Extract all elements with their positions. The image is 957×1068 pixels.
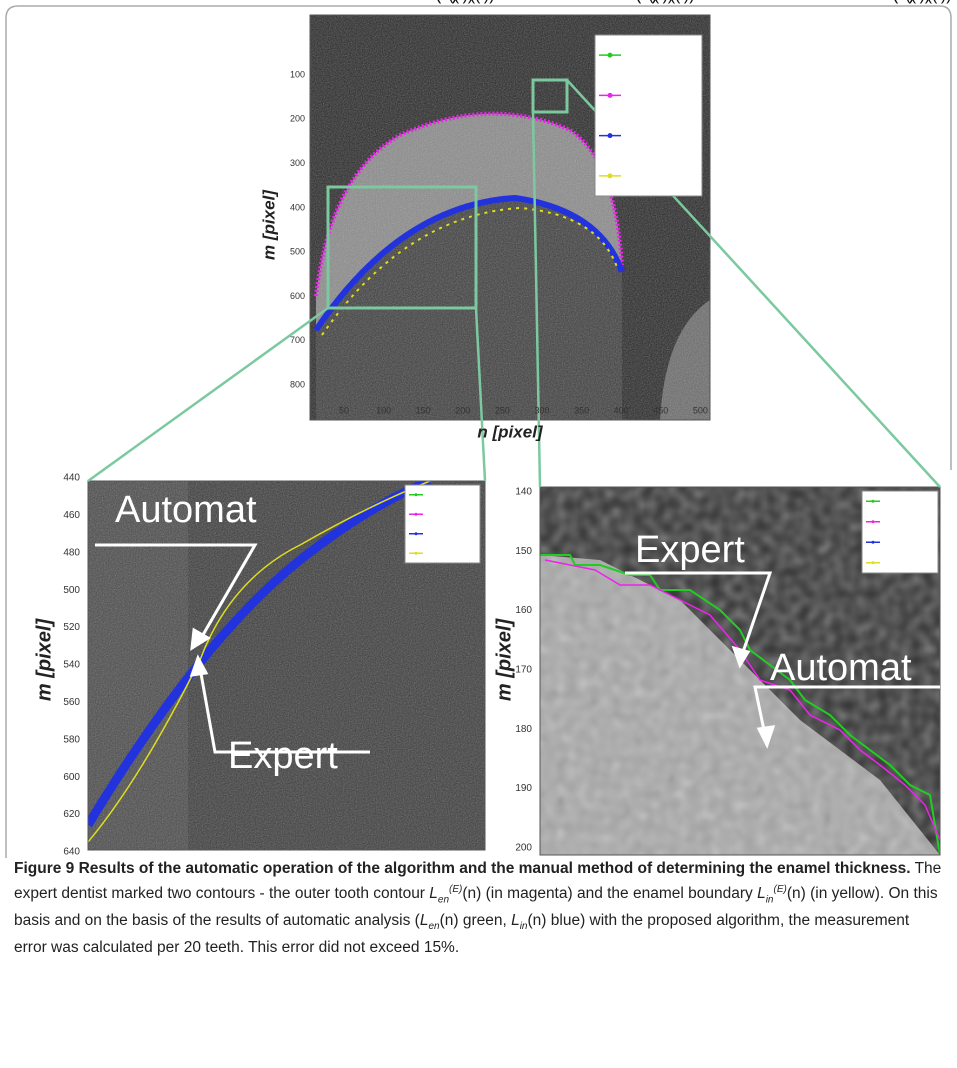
x-tick-label: 300: [534, 405, 549, 415]
caption-math: L: [429, 885, 438, 902]
legend-marker: [415, 532, 418, 535]
x-tick-label: 150: [416, 405, 431, 415]
caption: Figure 9 Results of the automatic operat…: [14, 858, 944, 958]
y-tick-label: 500: [63, 585, 80, 596]
y-tick-label: 640: [63, 847, 80, 858]
y-tick-label: 480: [63, 547, 80, 558]
caption-math: in: [766, 894, 774, 905]
legend-marker: [872, 561, 875, 564]
legend-label-part: (n): [927, 0, 947, 4]
caption-math: (E): [773, 884, 786, 895]
annotation: Automat: [770, 647, 912, 689]
x-tick-label: 350: [574, 405, 589, 415]
legend-label-part: in: [657, 0, 669, 4]
annotation: Expert: [228, 735, 338, 777]
legend-marker: [608, 93, 613, 98]
legend-label-part: in: [914, 0, 926, 4]
x-axis-label: n [pixel]: [477, 422, 544, 441]
legend-label-part: L: [884, 0, 893, 4]
legend-box: [595, 35, 702, 196]
caption-math: (n): [528, 912, 547, 929]
y-tick-label: 170: [515, 665, 532, 676]
y-tick-label: 540: [63, 660, 80, 671]
y-tick-label: 460: [63, 510, 80, 521]
figure: 100 200 300 400 500 600 700 800 50 100 150 200 250 30…: [0, 0, 957, 858]
legend-marker: [608, 53, 613, 58]
legend-marker: [872, 500, 875, 503]
y-tick-label: 200: [290, 114, 305, 124]
legend-label: L(E)in(n): [427, 0, 489, 4]
legend-label: L(E)in(n): [627, 0, 689, 4]
caption-math: (n): [787, 885, 806, 902]
y-tick-label: 180: [515, 724, 532, 735]
legend-label-part: L: [427, 0, 436, 4]
x-tick-label: 450: [653, 405, 668, 415]
legend-box: [405, 485, 480, 563]
y-tick-label: 600: [290, 291, 305, 301]
caption-math: en: [438, 894, 449, 905]
y-tick-label: 150: [515, 546, 532, 557]
legend-marker: [415, 493, 418, 496]
caption-math: (n): [440, 912, 459, 929]
x-tick-label: 500: [693, 405, 708, 415]
y-tick-label: 600: [63, 772, 80, 783]
caption-math: L: [757, 885, 766, 902]
legend-marker: [872, 541, 875, 544]
y-tick-label: 560: [63, 697, 80, 708]
page: 100 200 300 400 500 600 700 800 50 100 150 200 250 30…: [0, 0, 957, 1068]
y-axis-label: m [pixel]: [33, 618, 55, 702]
y-tick-label: 190: [515, 783, 532, 794]
x-tick-label: 100: [376, 405, 391, 415]
y-tick-label: 500: [290, 247, 305, 257]
y-tick-label: 520: [63, 622, 80, 633]
caption-math: (n): [462, 885, 481, 902]
legend-label-part: (n): [470, 0, 490, 4]
x-tick-label: 400: [614, 405, 629, 415]
legend-label-part: L: [627, 0, 636, 4]
legend-label-part: (E): [436, 0, 457, 4]
y-tick-label: 400: [290, 202, 305, 212]
y-tick-label: 700: [290, 335, 305, 345]
legend-label-part: in: [457, 0, 469, 4]
caption-math: en: [428, 921, 439, 932]
y-tick-label: 140: [515, 487, 532, 498]
x-tick-label: 50: [339, 405, 349, 415]
legend-label-part: (n): [670, 0, 690, 4]
y-tick-label: 200: [515, 842, 532, 853]
legend-marker: [608, 133, 613, 138]
legend-marker: [415, 552, 418, 555]
y-tick-label: 580: [63, 734, 80, 745]
caption-math: in: [520, 921, 528, 932]
legend-box: [862, 491, 938, 573]
caption-text: green,: [459, 912, 512, 929]
y-tick-label: 800: [290, 379, 305, 389]
legend-label: L(E)in(n): [884, 0, 946, 4]
caption-math: (E): [449, 884, 462, 895]
caption-title: Figure 9 Results of the automatic operat…: [14, 860, 911, 877]
legend-marker: [415, 513, 418, 516]
y-tick-label: 300: [290, 158, 305, 168]
legend-marker: [872, 520, 875, 523]
caption-text: (in magenta) and the enamel boundary: [481, 885, 757, 902]
annotation: Automat: [115, 489, 257, 531]
y-tick-label: 160: [515, 605, 532, 616]
y-tick-label: 620: [63, 809, 80, 820]
legend-marker: [608, 173, 613, 178]
x-tick-label: 250: [495, 405, 510, 415]
legend-label-part: (E): [636, 0, 657, 4]
y-tick-label: 100: [290, 69, 305, 79]
y-axis-label: m [pixel]: [493, 618, 515, 702]
annotation: Expert: [635, 529, 745, 571]
y-axis-label: m [pixel]: [259, 189, 278, 260]
y-tick-label: 440: [63, 473, 80, 484]
caption-math: L: [511, 912, 520, 929]
legend-label-part: (E): [893, 0, 914, 4]
x-tick-label: 200: [455, 405, 470, 415]
